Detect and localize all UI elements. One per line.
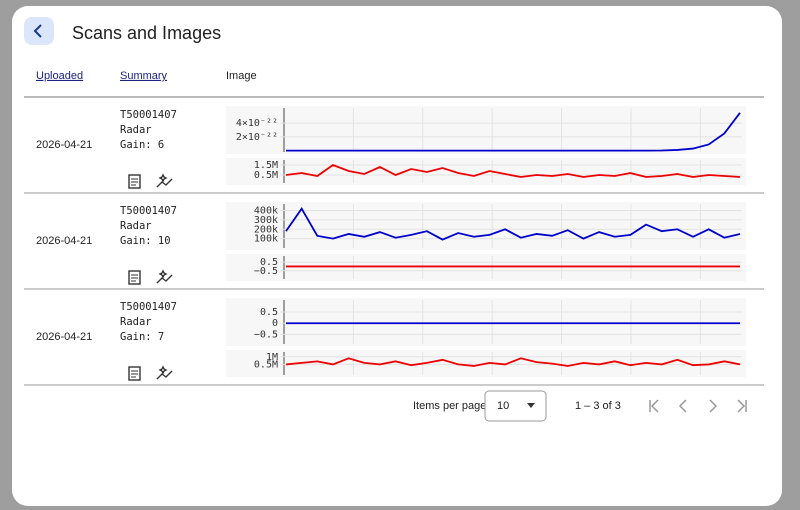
y-tick-label: −0.5 xyxy=(254,266,278,277)
summary-line: T50001407 xyxy=(120,109,177,121)
summary-line: Gain: 6 xyxy=(120,139,164,151)
select-box xyxy=(484,390,547,422)
y-tick-label: 300k xyxy=(254,215,278,226)
page-size-select[interactable]: 10 xyxy=(484,390,547,422)
data-line xyxy=(285,357,741,367)
y-tick-label: 0.5M xyxy=(254,359,278,370)
y-tick-label: 0.5 xyxy=(260,257,278,268)
y-tick-label: 400k xyxy=(254,206,278,217)
last-page-button[interactable] xyxy=(737,399,747,413)
y-tick-label: 1M xyxy=(266,352,278,363)
icon-shape xyxy=(131,178,138,186)
insights-icon[interactable] xyxy=(156,365,173,380)
plot-bg xyxy=(226,202,746,250)
report-icon[interactable] xyxy=(128,270,141,285)
y-tick-label: 0 xyxy=(272,318,278,329)
table-row: 2026-04-21 T50001407 Radar Gain: 7 0.50−0.5 1… xyxy=(24,298,764,386)
summary-line: T50001407 xyxy=(120,301,177,313)
insights-icon[interactable] xyxy=(156,269,173,284)
back-icon xyxy=(33,24,42,38)
header-summary[interactable]: Summary xyxy=(120,70,168,82)
data-line xyxy=(285,207,741,241)
data-line xyxy=(285,163,741,178)
select-arrow xyxy=(527,403,535,408)
icon-shape xyxy=(128,174,141,189)
icon-shape xyxy=(131,274,138,282)
back-button[interactable] xyxy=(24,17,54,45)
summary-line: Gain: 10 xyxy=(120,235,171,247)
table-row: 2026-04-21 T50001407 Radar Gain: 10 400k300k… xyxy=(24,202,764,290)
y-tick-label: 1.5M xyxy=(254,160,278,171)
prev-page-button[interactable] xyxy=(678,399,687,413)
icon-shape xyxy=(156,269,173,284)
summary-line: T50001407 xyxy=(120,205,177,217)
header-uploaded[interactable]: Uploaded xyxy=(36,70,83,82)
table-row: 2026-04-21 T50001407 Radar Gain: 6 4×10⁻²² 2×… xyxy=(24,106,764,194)
back-button-bg xyxy=(24,17,54,45)
dialog-title: Scans and Images xyxy=(72,23,221,43)
report-icon[interactable] xyxy=(128,366,141,381)
icon-shape xyxy=(128,366,141,381)
page-size: 10 xyxy=(497,400,509,412)
uploaded-date: 2026-04-21 xyxy=(36,235,92,247)
uploaded-date: 2026-04-21 xyxy=(36,139,92,151)
icon-shape xyxy=(128,270,141,285)
y-tick-label: 4×10⁻²² xyxy=(236,118,278,129)
insights-icon[interactable] xyxy=(156,173,173,188)
range-label: 1 – 3 of 3 xyxy=(575,400,621,412)
y-tick-label: 0.5M xyxy=(254,170,278,181)
y-tick-label: 100k xyxy=(254,234,278,245)
plot-bg xyxy=(226,254,746,281)
icon-shape xyxy=(156,173,173,188)
rows: 2026-04-21 T50001407 Radar Gain: 6 4×10⁻²² 2×… xyxy=(24,106,764,386)
summary-line: Radar xyxy=(120,316,152,328)
report-icon[interactable] xyxy=(128,174,141,189)
header-image: Image xyxy=(226,70,257,82)
y-tick-label: −0.5 xyxy=(254,329,278,340)
next-page-button[interactable] xyxy=(709,399,718,413)
uploaded-date: 2026-04-21 xyxy=(36,331,92,343)
y-tick-label: 200k xyxy=(254,224,278,235)
plot-bg xyxy=(226,298,746,346)
first-page-button[interactable] xyxy=(649,399,659,413)
plot-bg xyxy=(226,106,746,154)
summary-line: Radar xyxy=(120,124,152,136)
icon-shape xyxy=(156,365,173,380)
y-tick-label: 0.5 xyxy=(260,307,278,318)
icon-shape xyxy=(131,370,138,378)
y-tick-label: 2×10⁻²² xyxy=(236,132,278,143)
data-line xyxy=(286,112,741,152)
summary-line: Gain: 7 xyxy=(120,331,164,343)
items-per-page-label: Items per page: xyxy=(413,400,489,412)
summary-line: Radar xyxy=(120,220,152,232)
